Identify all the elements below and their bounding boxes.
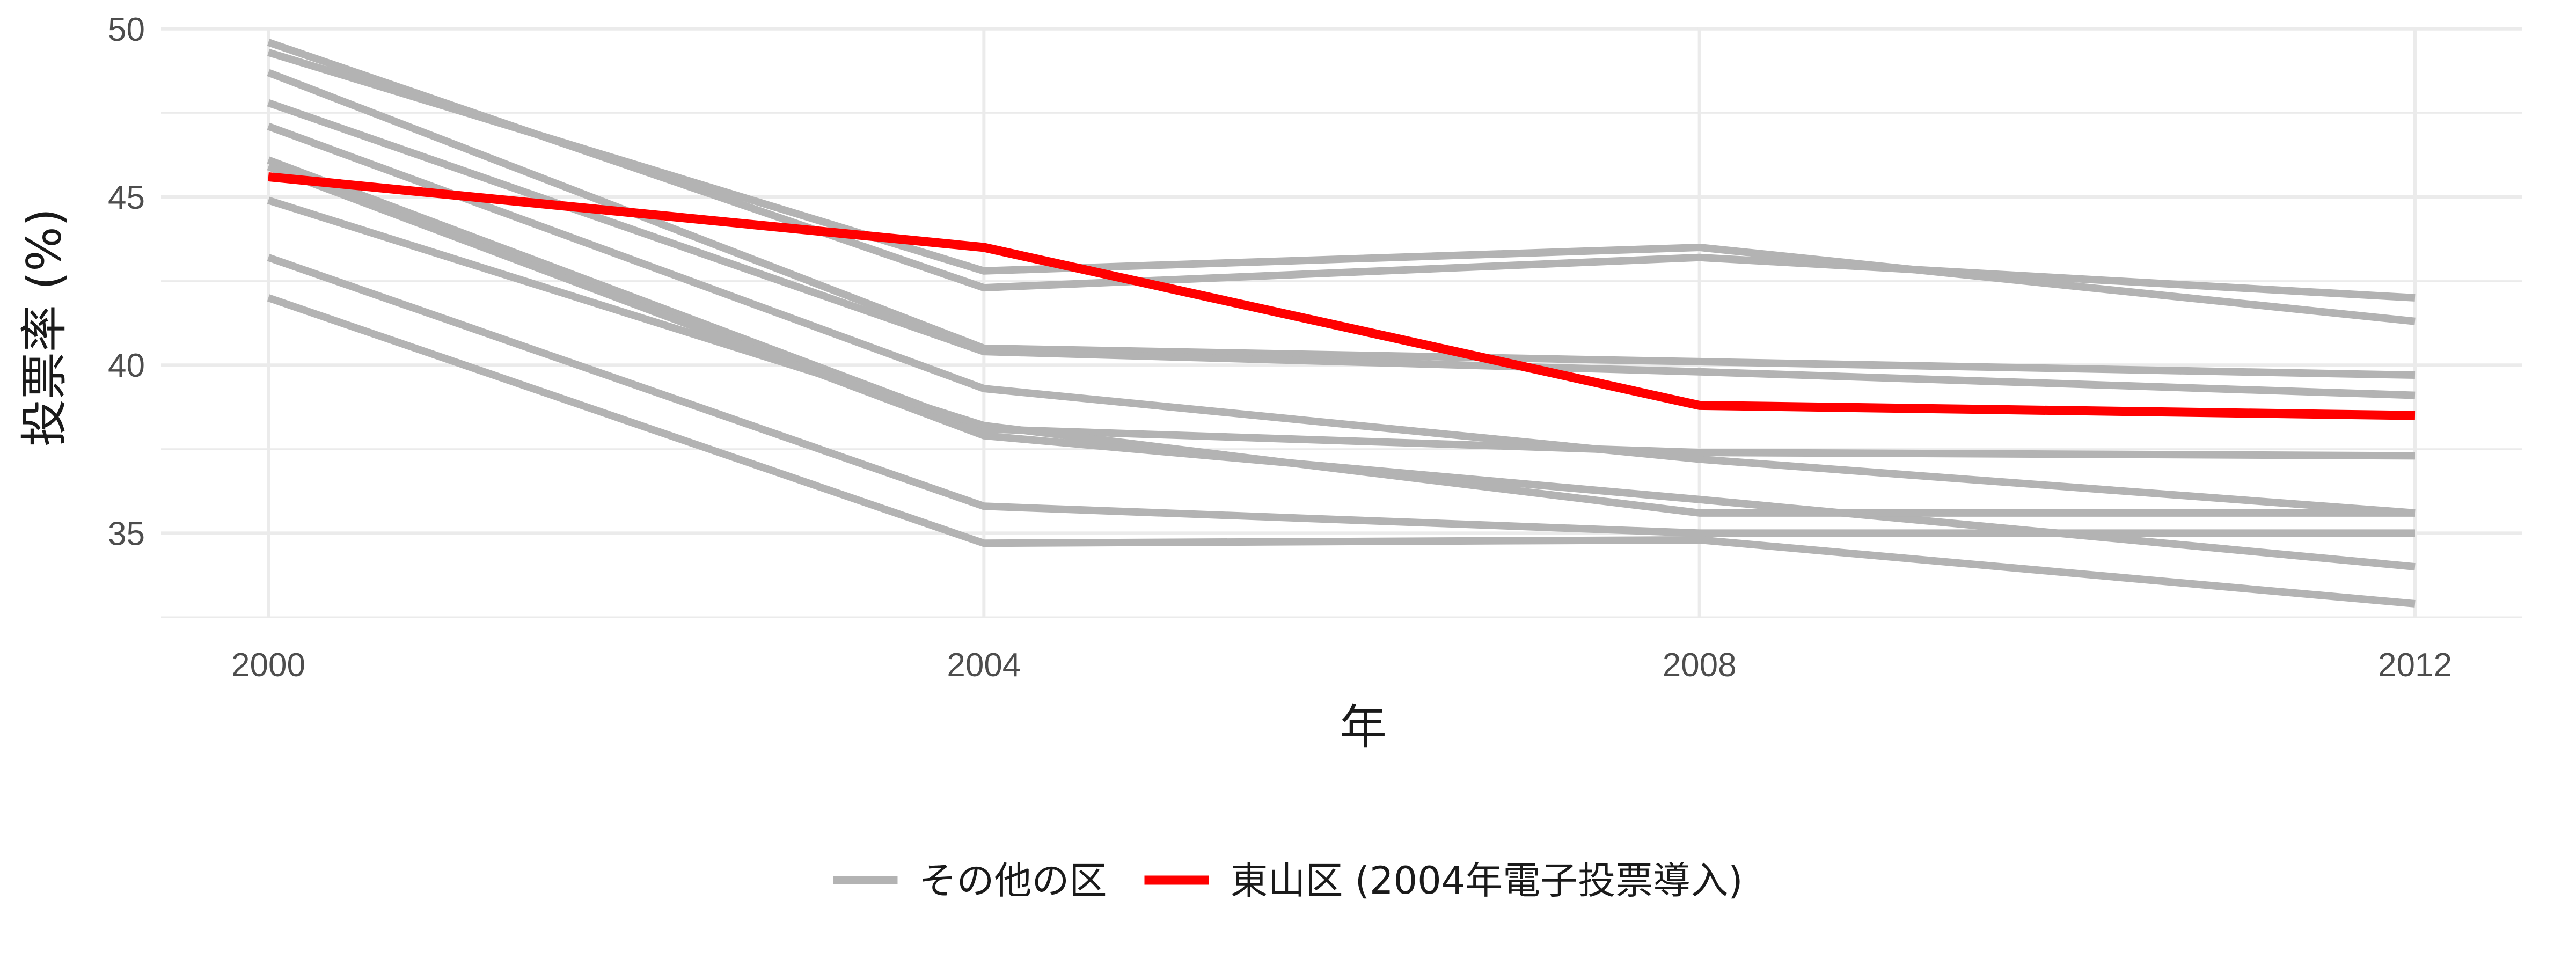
other-series-line (267, 156, 2416, 460)
other-series-line (267, 122, 2416, 517)
legend-label: 東山区 (2004年電子投票導入) (1230, 859, 1743, 903)
legend-label: その他の区 (919, 859, 1107, 903)
x-axis-title: 年 (1340, 699, 1387, 755)
x-tick-label: 2000 (231, 647, 305, 684)
other-series-line (267, 48, 2416, 325)
legend: その他の区 東山区 (2004年電子投票導入) (833, 859, 1743, 903)
other-series-line (267, 196, 2415, 517)
highlight-series-line (268, 172, 2416, 420)
legend-item: その他の区 (833, 859, 1107, 903)
y-tick-label: 45 (108, 179, 145, 216)
y-tick-label: 50 (108, 11, 145, 48)
y-tick-label: 40 (108, 347, 145, 384)
y-axis-title: 投票率 (%) (17, 208, 72, 447)
x-tick-label: 2008 (1663, 647, 1737, 684)
legend-item: 東山区 (2004年電子投票導入) (1144, 859, 1743, 903)
other-series-line (267, 294, 2416, 608)
series-lines (267, 39, 2416, 608)
tick-labels: 35 40 45 50 2000 2004 2008 2012 (108, 11, 2452, 684)
x-tick-label: 2012 (2378, 647, 2452, 684)
other-series-line (267, 254, 2415, 537)
other-series-line (267, 99, 2416, 399)
y-tick-label: 35 (108, 515, 145, 552)
x-tick-label: 2004 (947, 647, 1021, 684)
